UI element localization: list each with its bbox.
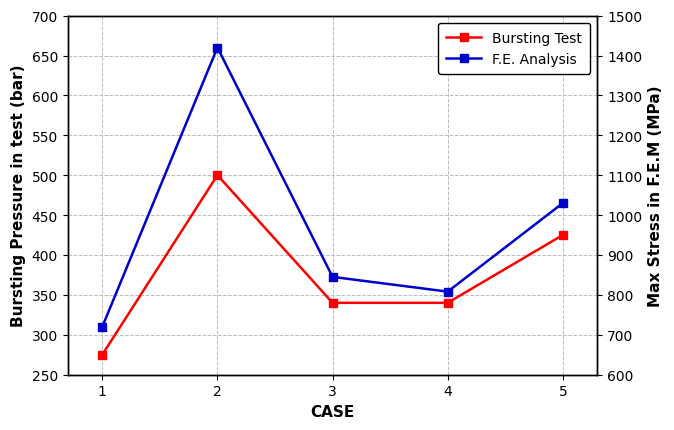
Legend: Bursting Test, F.E. Analysis: Bursting Test, F.E. Analysis xyxy=(438,24,590,75)
Bursting Test xyxy=(98,352,106,357)
Line: Bursting Test: Bursting Test xyxy=(98,172,567,359)
Y-axis label: Bursting Pressure in test (bar): Bursting Pressure in test (bar) xyxy=(11,64,26,327)
F.E. Analysis xyxy=(443,289,452,295)
F.E. Analysis xyxy=(328,275,336,280)
F.E. Analysis xyxy=(214,46,222,51)
F.E. Analysis xyxy=(559,201,567,206)
Bursting Test xyxy=(328,301,336,306)
Y-axis label: Max Stress in F.E.M (MPa): Max Stress in F.E.M (MPa) xyxy=(648,85,663,306)
X-axis label: CASE: CASE xyxy=(311,404,355,419)
Line: F.E. Analysis: F.E. Analysis xyxy=(98,44,567,331)
Bursting Test xyxy=(443,301,452,306)
Bursting Test xyxy=(559,233,567,238)
Bursting Test xyxy=(214,173,222,178)
F.E. Analysis xyxy=(98,324,106,329)
